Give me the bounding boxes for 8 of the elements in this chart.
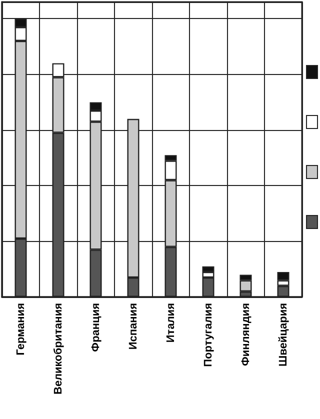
x-tick-label: Испания xyxy=(127,303,140,350)
x-tick-label: Италия xyxy=(164,303,177,343)
x-tick-label: Франция xyxy=(90,303,102,352)
x-tick-label: Великобритания xyxy=(52,303,64,394)
x-tick-label: Финляндия xyxy=(240,303,252,366)
x-tick-label: Португалия xyxy=(202,303,214,367)
x-tick-label: Германия xyxy=(14,303,27,356)
x-tick-label: Швейцария xyxy=(277,303,290,366)
